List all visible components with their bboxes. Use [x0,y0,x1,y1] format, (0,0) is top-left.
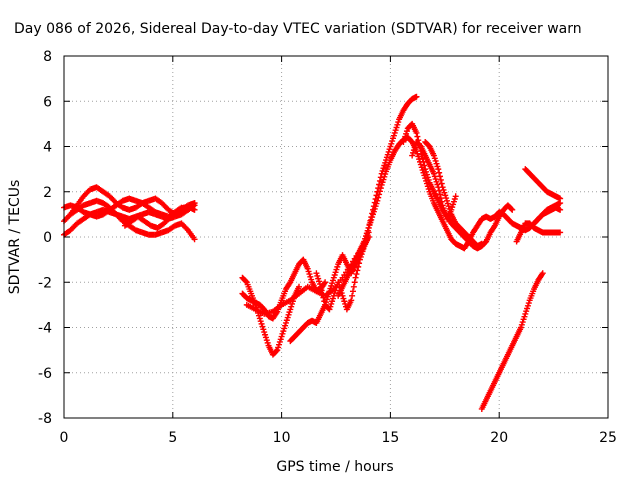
data-series [61,93,564,412]
data-point [365,224,372,231]
data-point [326,288,333,295]
data-point [374,188,381,195]
data-point [278,333,285,340]
data-point [422,166,429,173]
x-tick-label: 25 [599,430,617,446]
x-tick-label: 10 [273,430,291,446]
series-trace-markers [401,121,515,251]
data-point [256,315,263,322]
series-sat-r [531,200,564,227]
data-point [383,157,390,164]
series-trace-markers [288,232,371,344]
y-tick-label: -4 [38,321,52,337]
x-tick-label: 20 [490,430,508,446]
data-point [352,274,359,281]
y-axis-label: SDTVAR / TECUs [7,180,23,295]
chart-title: Day 086 of 2026, Sidereal Day-to-day VTE… [14,21,582,37]
series-trace-markers [314,235,371,312]
series-sat-l [356,93,420,254]
series-trace-markers [523,167,563,202]
data-point [522,310,529,317]
data-point [287,306,294,313]
y-tick-label: 0 [43,230,52,246]
series-trace-markers [357,94,419,252]
data-point [335,279,342,286]
data-point [369,206,376,213]
data-point [439,202,446,209]
series-trace-markers [423,139,484,249]
data-point [282,319,289,326]
y-tick-label: -2 [38,275,52,291]
data-point [435,166,442,173]
y-tick-label: 2 [43,185,52,201]
series-sat-n [409,138,459,222]
x-tick-label: 15 [381,430,399,446]
series-trace-markers [514,220,563,243]
series-sat-e [121,204,198,231]
y-tick-label: -8 [38,411,52,427]
data-point [452,193,459,200]
y-tick-label: 6 [43,94,52,110]
x-tick-label: 0 [60,430,69,446]
x-tick-label: 5 [168,430,177,446]
data-point [391,129,398,136]
series-sat-d [67,197,198,243]
data-point [330,274,337,281]
data-point [443,197,450,204]
y-tick-label: 4 [43,140,52,156]
y-tick-label: -6 [38,366,52,382]
data-point [261,329,268,336]
data-point [313,270,320,277]
series-trace-markers [479,271,545,411]
data-point [378,170,385,177]
series-sat-c [61,202,198,238]
series-sat-o [422,138,485,250]
x-axis-label: GPS time / hours [276,459,393,475]
data-point [387,143,394,150]
y-tick-label: 8 [43,49,52,65]
axis-ticks: 0 5 10 15 20 25 -8 -6 -4 -2 0 2 4 6 8 [38,49,617,446]
series-trace-markers [123,204,197,231]
data-point [439,184,446,191]
data-point [400,138,407,145]
data-point [409,152,416,159]
data-point [317,283,324,290]
series-trace-markers [531,200,563,226]
series-sat-s [478,270,546,412]
